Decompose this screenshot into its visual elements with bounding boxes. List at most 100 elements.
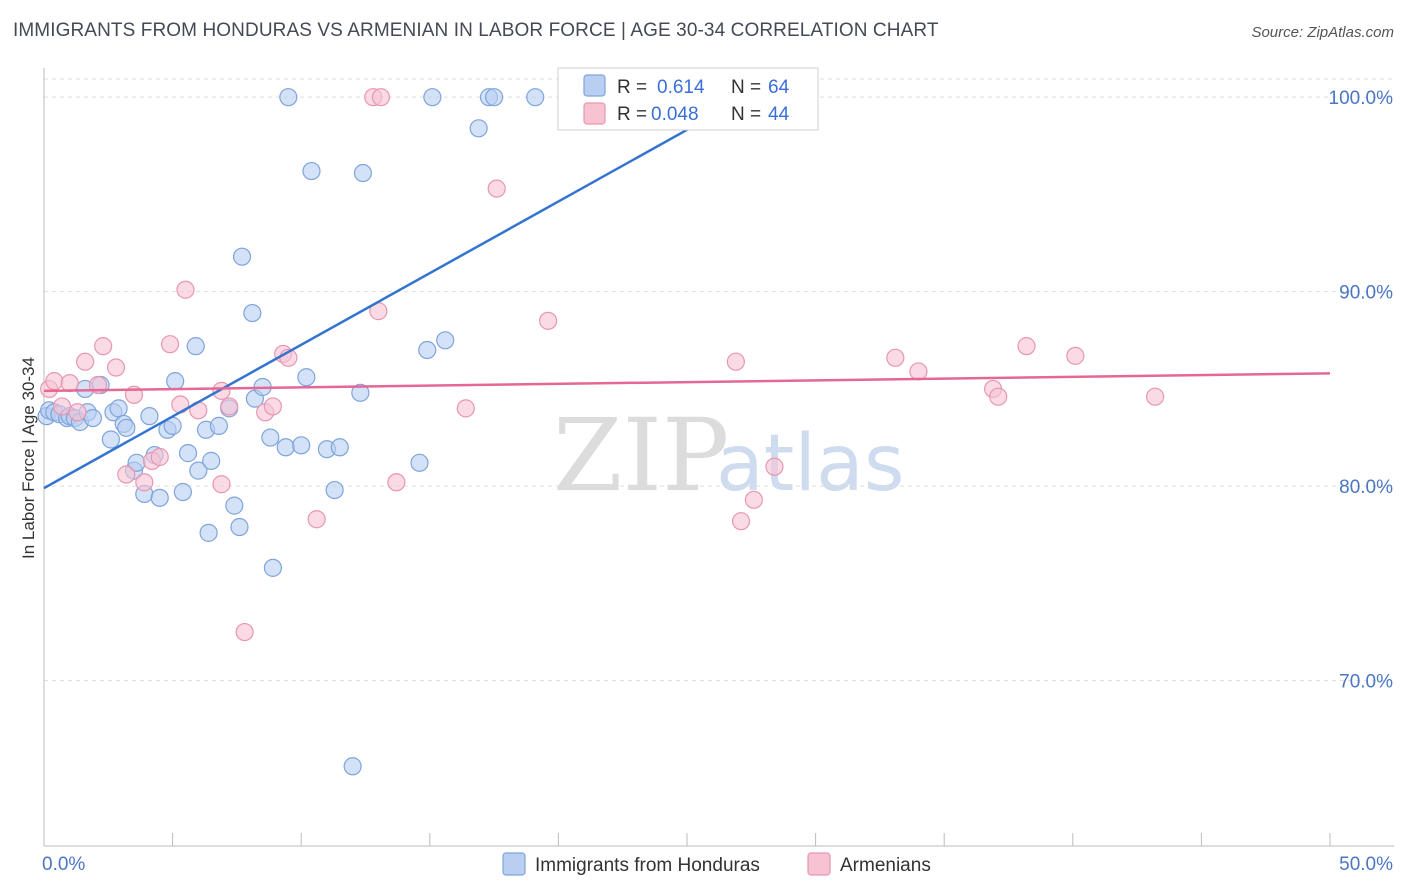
point-armenians [1066,346,1085,365]
point-honduras [325,480,344,500]
point-armenians [45,372,64,391]
point-honduras [225,496,244,515]
point-honduras [199,523,218,542]
point-honduras [109,399,128,418]
series-legend-label-honduras: Immigrants from Honduras [535,855,760,876]
y-tick-label: 100.0% [1329,88,1394,109]
point-armenians [387,473,406,492]
point-honduras [186,337,205,356]
point-honduras [243,303,262,323]
point-honduras [189,461,208,480]
point-honduras [297,368,316,387]
point-honduras [330,438,349,457]
point-honduras [351,383,370,402]
point-honduras [232,247,252,266]
point-armenians [539,311,558,330]
point-honduras [101,430,120,449]
series-legend-label-armenians: Armenians [840,855,931,876]
point-armenians [886,348,905,367]
point-armenians [171,395,190,414]
point-honduras [418,340,437,360]
point-armenians [1146,387,1165,406]
stats-legend-n-value-blue: 64 [768,77,790,98]
point-honduras [302,161,321,181]
point-honduras [423,88,442,107]
x-tick-label-max: 50.0% [1339,854,1393,875]
trend-lines [43,78,1331,490]
point-armenians [76,352,95,371]
point-honduras [140,407,159,426]
point-armenians [989,387,1008,406]
y-tick-label: 70.0% [1339,672,1393,693]
point-armenians [744,490,763,509]
point-honduras [202,451,221,470]
grid-lines [44,78,1394,682]
stats-legend-r-label-blue: R = [617,77,647,98]
point-honduras [230,517,249,537]
stats-legend-n-label-blue: N = [731,77,761,98]
point-honduras [343,757,362,776]
stats-legend-r-label-pink: R = [617,104,647,125]
point-honduras [526,88,545,107]
point-armenians [60,373,79,393]
stats-legend-n-value-pink: 44 [768,104,790,125]
point-honduras [117,418,136,437]
point-armenians [106,358,126,377]
point-armenians [160,335,180,354]
point-armenians [487,179,506,198]
point-armenians [176,280,195,299]
stats-legend-swatch-blue [583,74,606,97]
point-armenians [307,510,326,529]
chart-source: Source: ZipAtlas.com [1251,24,1394,41]
point-honduras [178,444,198,463]
point-armenians [212,475,231,494]
point-armenians [726,352,745,371]
y-axis-title: In Labor Force | Age 30-34 [19,357,38,559]
point-honduras [410,453,429,472]
point-armenians [235,622,254,642]
point-honduras [279,88,298,107]
watermark-zip: ZIP [553,397,729,514]
point-armenians [909,362,928,381]
stats-legend-r-value-blue: 0.614 [657,77,705,98]
point-honduras [263,558,283,577]
point-honduras [353,163,373,183]
y-tick-labels: 100.0% 90.0% 80.0% 70.0% [1329,88,1394,693]
trend-line-honduras [43,78,778,490]
point-honduras [261,428,280,447]
point-armenians [1017,337,1036,356]
point-honduras [436,331,455,350]
point-armenians [68,403,87,422]
point-honduras [150,488,169,507]
point-armenians [94,337,113,356]
x-axis-ticks [43,833,1331,846]
stats-legend-r-value-pink: 0.048 [651,104,699,125]
point-armenians [135,473,154,492]
point-armenians [117,465,136,484]
series-legend: Immigrants from Honduras Armenians [502,852,931,876]
trend-line-armenians [43,372,1331,393]
watermark-atlas: atlas [716,419,905,509]
point-honduras [469,119,488,138]
point-armenians [220,397,239,416]
series-legend-swatch-honduras [502,852,526,876]
point-armenians [765,457,784,476]
point-armenians [731,512,751,531]
point-armenians [456,399,475,418]
y-tick-label: 80.0% [1339,477,1393,498]
y-tick-label: 90.0% [1339,283,1393,304]
point-armenians [150,447,169,467]
data-points [37,88,1165,776]
point-honduras [173,482,192,502]
point-honduras [276,438,295,457]
stats-legend-n-label-pink: N = [731,104,761,125]
chart-title: IMMIGRANTS FROM HONDURAS VS ARMENIAN IN … [13,20,939,41]
point-honduras [166,372,185,391]
x-tick-label-min: 0.0% [42,854,85,875]
stats-legend-swatch-pink [583,102,606,125]
series-legend-swatch-armenians [807,852,831,876]
point-armenians [52,397,72,416]
point-honduras [292,436,311,455]
point-armenians [371,88,391,107]
